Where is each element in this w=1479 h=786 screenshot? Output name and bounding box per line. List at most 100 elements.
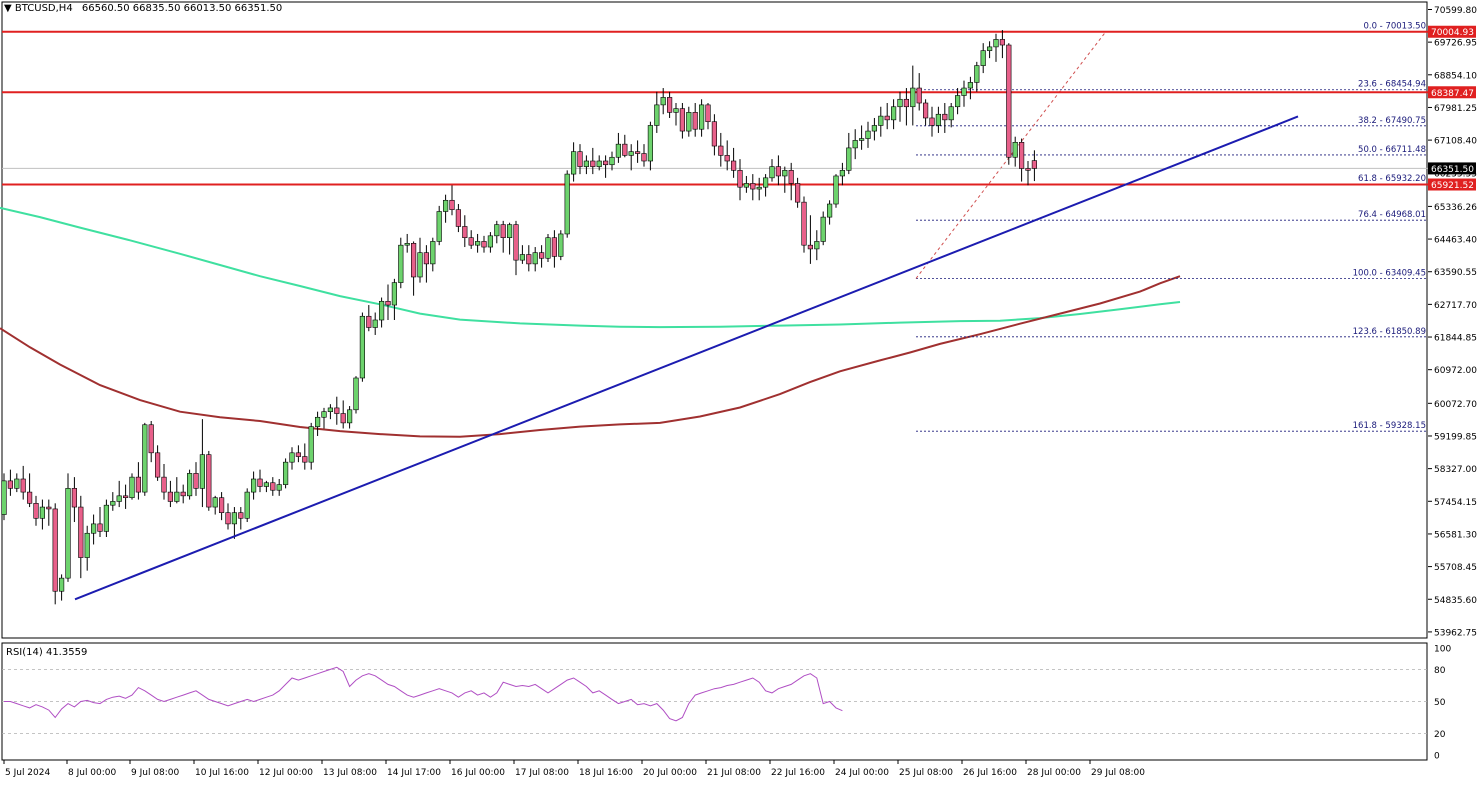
candle-up [826, 203, 833, 218]
candle-down [602, 160, 609, 166]
candle-up [244, 491, 250, 519]
candle-up [570, 151, 577, 175]
time-axis-label: 5 Jul 2024 [5, 768, 50, 778]
candle-down [193, 473, 199, 489]
price-axis-label: 61844.85 [1434, 334, 1477, 344]
candle-up [756, 186, 762, 190]
candle-up [263, 482, 270, 487]
candle-down [334, 407, 340, 414]
candle-down [903, 98, 909, 108]
candle-down [916, 87, 922, 104]
fib-level-label: 23.6 - 68454.94 [1358, 80, 1426, 90]
candle-up [65, 488, 71, 579]
candle-up [980, 50, 986, 66]
level-price-tag [1428, 25, 1476, 38]
fib-level-label: 100.0 - 63409.45 [1353, 268, 1426, 278]
candle-up [442, 199, 449, 212]
candle-down [462, 226, 468, 238]
price-axis-label: 60072.70 [1434, 400, 1477, 410]
candle-down [538, 252, 545, 259]
candle-up [314, 416, 321, 427]
candle-up [116, 495, 122, 502]
collapse-arrow-icon[interactable]: ▼ [4, 3, 12, 14]
candle-up [84, 532, 90, 558]
candle-up [359, 315, 366, 379]
candle-up [494, 224, 500, 237]
candle-up [199, 454, 206, 489]
time-axis-label: 29 Jul 08:00 [1091, 768, 1145, 778]
candle-up [327, 407, 334, 412]
candle-up [474, 241, 481, 246]
candle-down [718, 145, 724, 156]
price-axis-label: 59199.85 [1434, 432, 1477, 442]
candle-down [692, 112, 698, 130]
candle-up [353, 377, 359, 411]
candle-down [481, 241, 487, 248]
candle-up [628, 151, 634, 156]
rsi-axis-label: 100 [1434, 645, 1451, 655]
candle-down [71, 488, 77, 508]
time-axis-label: 28 Jul 00:00 [1027, 768, 1081, 778]
fib-level-label: 161.8 - 59328.15 [1353, 421, 1426, 431]
candle-down [922, 102, 929, 119]
candle-up [506, 224, 513, 238]
candle-down [801, 201, 807, 246]
candle-up [417, 252, 423, 278]
candle-up [404, 243, 410, 246]
price-axis-label: 56581.30 [1434, 530, 1477, 540]
candle-up [14, 478, 20, 489]
candle-down [225, 512, 231, 525]
price-axis-label: 69726.95 [1434, 39, 1477, 49]
candle-down [78, 506, 84, 558]
candle-down [295, 452, 302, 457]
candle-up [346, 409, 353, 424]
candle-down [167, 491, 174, 502]
candle-up [974, 65, 980, 83]
price-axis-label: 67981.25 [1434, 104, 1477, 114]
fib-anchor-line [915, 31, 1107, 279]
candle-up [1012, 141, 1018, 158]
candle-up [142, 424, 148, 493]
candle-up [58, 577, 65, 592]
candle-down [1006, 44, 1012, 158]
candle-down [468, 237, 474, 246]
price-axis-label: 53962.75 [1434, 628, 1477, 638]
candle-up [647, 125, 653, 162]
candle-down [788, 170, 794, 184]
candle-up [308, 426, 314, 463]
candle-up [993, 39, 999, 48]
candle-up [865, 130, 871, 139]
candle-up [871, 125, 877, 132]
candle-down [711, 121, 717, 147]
candle-down [641, 153, 647, 162]
candle-up [890, 106, 897, 121]
candle-up [954, 95, 961, 108]
candle-up [110, 501, 116, 506]
price-axis-label: 62717.70 [1434, 301, 1477, 311]
rsi-axis-label: 20 [1434, 730, 1446, 740]
fib-level-label: 38.2 - 67490.75 [1358, 116, 1426, 126]
candle-up [187, 473, 193, 497]
candle-up [103, 504, 109, 532]
price-axis-label: 55708.45 [1434, 563, 1477, 573]
candle-down [33, 503, 39, 519]
time-axis-label: 12 Jul 00:00 [259, 768, 313, 778]
candle-down [705, 104, 711, 123]
candle-up [398, 244, 404, 283]
candle-down [52, 508, 58, 592]
candle-down [46, 506, 52, 510]
candle-down [1018, 141, 1025, 169]
level-price-tag [1428, 86, 1476, 99]
symbol-label: BTCUSD,H4 [14, 3, 73, 14]
time-axis-label: 24 Jul 00:00 [835, 768, 889, 778]
candle-down [500, 224, 506, 238]
rsi-header: RSI(14) 41.3559 [6, 647, 88, 658]
candle-up [545, 237, 551, 259]
candle-up [967, 82, 973, 89]
candle-down [794, 183, 801, 203]
candle-down [7, 480, 14, 489]
trendline [74, 115, 1299, 601]
candle-up [961, 87, 967, 96]
